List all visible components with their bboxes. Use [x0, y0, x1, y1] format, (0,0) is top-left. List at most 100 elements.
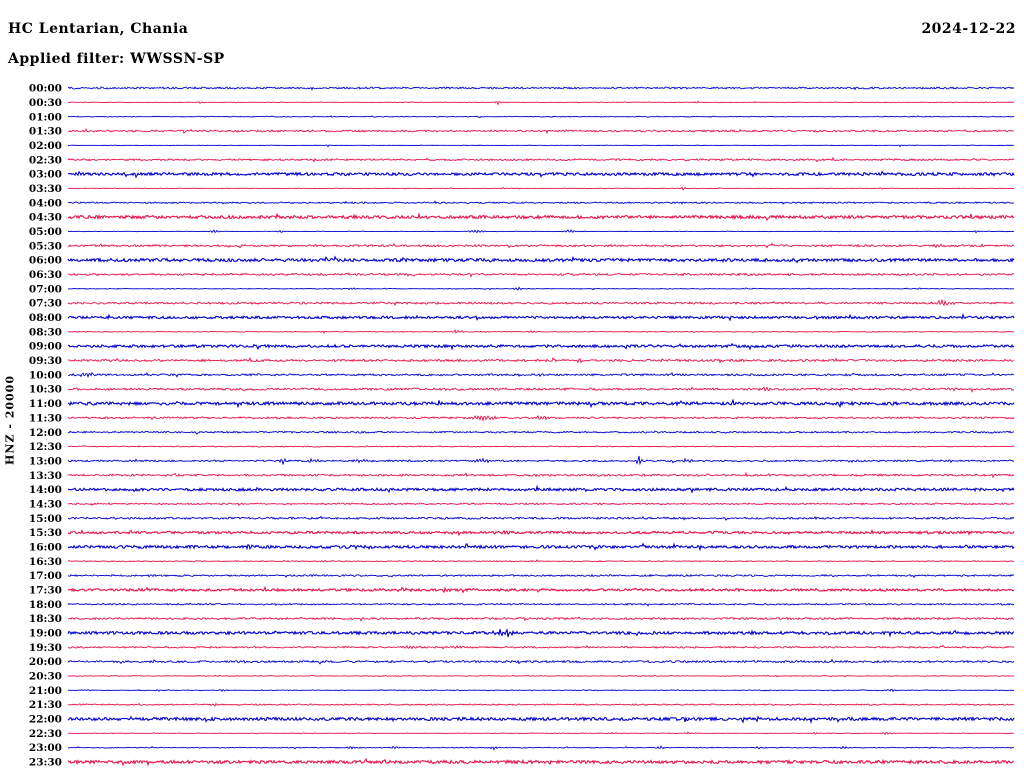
time-label-06:00: 06:00 [29, 255, 62, 267]
time-label-22:30: 22:30 [29, 728, 62, 740]
trace-row-02:00 [67, 144, 1015, 148]
time-label-09:30: 09:30 [29, 355, 62, 367]
time-label-15:30: 15:30 [29, 527, 62, 539]
time-label-16:30: 16:30 [29, 556, 62, 568]
trace-row-08:00 [67, 312, 1015, 322]
trace-row-07:30 [67, 299, 1015, 307]
trace-row-14:30 [67, 502, 1015, 507]
trace-row-18:30 [67, 616, 1015, 622]
time-label-01:30: 01:30 [29, 126, 62, 138]
trace-row-12:00 [67, 430, 1015, 435]
time-label-15:00: 15:00 [29, 513, 62, 525]
time-label-05:00: 05:00 [29, 226, 62, 238]
trace-row-06:00 [67, 255, 1015, 264]
trace-row-03:00 [67, 170, 1015, 179]
time-label-17:30: 17:30 [29, 585, 62, 597]
time-label-18:30: 18:30 [29, 613, 62, 625]
time-label-05:30: 05:30 [29, 240, 62, 252]
time-label-16:00: 16:00 [29, 542, 62, 554]
trace-row-16:00 [67, 542, 1015, 552]
time-label-22:00: 22:00 [29, 714, 62, 726]
time-label-12:30: 12:30 [29, 441, 62, 453]
station-title: HC Lentarian, Chania [8, 21, 189, 37]
time-label-10:30: 10:30 [29, 384, 62, 396]
time-label-14:30: 14:30 [29, 499, 62, 511]
time-label-21:30: 21:30 [29, 699, 62, 711]
trace-row-05:00 [67, 229, 1015, 234]
trace-row-23:00 [67, 745, 1015, 751]
time-label-04:00: 04:00 [29, 197, 62, 209]
trace-row-08:30 [67, 329, 1015, 334]
time-label-08:30: 08:30 [29, 326, 62, 338]
trace-row-07:00 [67, 286, 1015, 291]
time-label-04:30: 04:30 [29, 212, 62, 224]
time-label-02:00: 02:00 [29, 140, 62, 152]
trace-row-11:30 [67, 415, 1015, 423]
trace-row-04:00 [67, 200, 1015, 205]
time-label-19:30: 19:30 [29, 642, 62, 654]
time-label-20:00: 20:00 [29, 656, 62, 668]
time-label-10:00: 10:00 [29, 369, 62, 381]
trace-row-00:00 [67, 86, 1015, 91]
time-label-06:30: 06:30 [29, 269, 62, 281]
trace-row-14:00 [67, 484, 1015, 494]
time-label-23:00: 23:00 [29, 742, 62, 754]
time-label-03:00: 03:00 [29, 169, 62, 181]
trace-row-20:30 [67, 674, 1015, 678]
time-label-02:30: 02:30 [29, 154, 62, 166]
trace-row-22:00 [67, 715, 1015, 725]
time-label-01:00: 01:00 [29, 111, 62, 123]
time-label-00:00: 00:00 [29, 83, 62, 95]
trace-row-23:30 [67, 757, 1015, 767]
trace-row-20:00 [67, 658, 1015, 665]
trace-row-09:00 [67, 342, 1015, 351]
time-label-11:00: 11:00 [29, 398, 62, 410]
trace-row-16:30 [67, 559, 1015, 563]
time-label-14:00: 14:00 [29, 484, 62, 496]
trace-row-19:00 [67, 628, 1015, 638]
time-label-12:00: 12:00 [29, 427, 62, 439]
trace-row-01:30 [67, 128, 1015, 135]
trace-row-15:00 [67, 515, 1015, 521]
time-label-23:30: 23:30 [29, 757, 62, 769]
trace-row-06:30 [67, 272, 1015, 278]
date-label: 2024-12-22 [921, 21, 1016, 37]
trace-row-13:00 [67, 455, 1015, 466]
time-label-07:00: 07:00 [29, 283, 62, 295]
trace-row-19:30 [67, 644, 1015, 650]
trace-row-01:00 [67, 115, 1015, 119]
trace-row-04:30 [67, 212, 1015, 222]
time-label-11:30: 11:30 [29, 412, 62, 424]
trace-row-17:30 [67, 585, 1015, 594]
trace-row-12:30 [67, 445, 1015, 448]
time-label-18:00: 18:00 [29, 599, 62, 611]
trace-row-09:30 [67, 356, 1015, 364]
time-label-21:00: 21:00 [29, 685, 62, 697]
trace-row-02:30 [67, 156, 1015, 163]
trace-row-11:00 [67, 398, 1015, 409]
trace-row-00:30 [67, 100, 1015, 106]
time-label-09:00: 09:00 [29, 341, 62, 353]
time-label-13:30: 13:30 [29, 470, 62, 482]
time-label-17:00: 17:00 [29, 570, 62, 582]
trace-row-21:30 [67, 702, 1015, 707]
trace-row-18:00 [67, 602, 1015, 607]
time-label-20:30: 20:30 [29, 671, 62, 683]
trace-row-21:00 [67, 688, 1015, 693]
time-label-08:00: 08:00 [29, 312, 62, 324]
trace-row-22:30 [67, 731, 1015, 736]
trace-row-13:30 [67, 471, 1015, 479]
trace-row-10:00 [67, 371, 1015, 379]
filter-label: Applied filter: WWSSN-SP [8, 51, 225, 67]
trace-row-05:30 [67, 242, 1015, 249]
time-label-13:00: 13:00 [29, 455, 62, 467]
time-label-19:00: 19:00 [29, 628, 62, 640]
time-label-00:30: 00:30 [29, 97, 62, 109]
trace-row-17:00 [67, 573, 1015, 579]
trace-row-10:30 [67, 386, 1015, 393]
time-label-03:30: 03:30 [29, 183, 62, 195]
trace-row-03:30 [67, 186, 1015, 191]
trace-row-15:30 [67, 528, 1015, 537]
